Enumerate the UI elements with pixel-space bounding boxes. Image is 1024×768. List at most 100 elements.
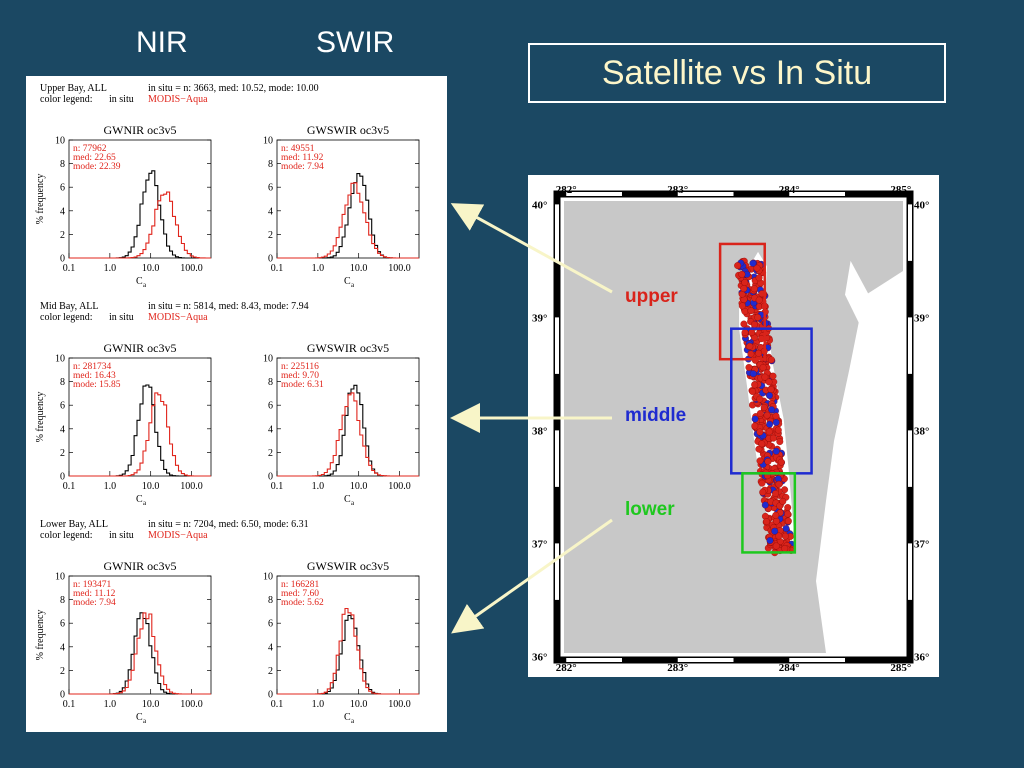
plot-title: GWNIR oc3v5	[104, 341, 177, 355]
sample-point	[763, 518, 770, 526]
y-tick-label: 6	[60, 401, 65, 412]
sample-point	[772, 511, 780, 519]
x-tick-label: 1.0	[312, 699, 325, 710]
x-tick-label: 10.0	[350, 699, 368, 710]
sample-point	[775, 532, 783, 540]
y-axis-label: % frequency	[35, 610, 46, 661]
sample-point	[772, 542, 780, 550]
sample-point	[765, 378, 773, 386]
histogram-panel: Upper Bay, ALL in situ = n: 3663, med: 10…	[26, 76, 447, 732]
y-tick-label: 0	[268, 472, 273, 483]
sample-point	[771, 527, 779, 535]
sample-point	[749, 370, 757, 378]
x-tick-label: 0.1	[271, 699, 284, 710]
sample-point	[764, 458, 772, 466]
legend-label: color legend:	[40, 94, 92, 105]
sample-point	[747, 350, 755, 358]
y-tick-label: 0	[60, 690, 65, 701]
x-tick-label: 100.0	[388, 263, 411, 274]
x-axis-label-sub: a	[351, 499, 355, 507]
sample-point	[758, 440, 766, 448]
x-tick-label: 0.1	[271, 481, 284, 492]
stat-n: n: 77962	[73, 144, 107, 154]
lower-region-box	[741, 472, 797, 554]
legend-modis: MODIS−Aqua	[148, 530, 208, 541]
legend-modis: MODIS−Aqua	[148, 94, 208, 105]
sample-point	[767, 356, 775, 364]
sample-point	[766, 537, 774, 544]
y-tick-label: 2	[60, 666, 65, 677]
insitu-summary: in situ = n: 7204, med: 6.50, mode: 6.31	[148, 519, 309, 530]
modis-histogram	[69, 612, 211, 695]
lon-label-top: 282°	[556, 184, 577, 196]
lower-label: lower	[625, 499, 675, 520]
plot-title: GWNIR oc3v5	[104, 123, 177, 137]
sample-point	[761, 373, 769, 381]
lon-label-top: 283°	[667, 184, 688, 196]
x-tick-label: 10.0	[350, 481, 368, 492]
x-tick-label: 10.0	[142, 481, 160, 492]
plot-frame	[276, 139, 420, 259]
y-tick-label: 8	[60, 159, 65, 170]
modis-histogram	[277, 607, 419, 695]
sample-point	[784, 517, 792, 525]
legend-label: color legend:	[40, 530, 92, 541]
insitu-summary: in situ = n: 3663, med: 10.52, mode: 10.…	[148, 83, 319, 94]
lat-label-right: 36°	[914, 651, 929, 663]
y-tick-label: 8	[60, 595, 65, 606]
lat-label-right: 39°	[914, 312, 929, 324]
sample-point	[756, 395, 764, 403]
y-tick-label: 4	[60, 642, 65, 653]
insitu-summary: in situ = n: 5814, med: 8.43, mode: 7.94	[148, 301, 309, 312]
histogram-figure: Upper Bay, ALL in situ = n: 3663, med: 10…	[35, 83, 420, 725]
stat-n: n: 193471	[73, 580, 112, 590]
sample-point	[759, 488, 767, 496]
stat-n: n: 49551	[281, 144, 315, 154]
y-tick-label: 4	[60, 424, 65, 435]
legend-label: color legend:	[40, 312, 92, 323]
lat-label-left: 39°	[532, 312, 547, 324]
sample-point	[750, 285, 758, 293]
delaware-bay	[845, 260, 885, 340]
region-title: Mid Bay, ALL	[40, 301, 99, 312]
y-tick-label: 2	[268, 666, 273, 677]
sample-point	[740, 285, 748, 293]
legend-insitu: in situ	[109, 312, 134, 323]
x-axis-label-sub: a	[351, 717, 355, 725]
x-axis-label: C	[136, 712, 143, 723]
y-tick-label: 6	[268, 401, 273, 412]
y-tick-label: 0	[268, 254, 273, 265]
stat-med: med: 22.65	[73, 153, 116, 163]
x-tick-label: 100.0	[388, 481, 411, 492]
x-tick-label: 100.0	[180, 699, 203, 710]
stat-med: med: 16.43	[73, 371, 116, 381]
y-tick-label: 2	[60, 448, 65, 459]
sample-point	[777, 458, 785, 466]
sample-point	[761, 501, 769, 509]
y-axis-label: % frequency	[35, 174, 46, 225]
sample-point	[772, 418, 780, 426]
y-tick-label: 0	[60, 472, 65, 483]
x-tick-label: 0.1	[63, 481, 76, 492]
y-tick-label: 4	[268, 424, 273, 435]
x-axis-label: C	[344, 712, 351, 723]
sample-point	[768, 406, 776, 414]
x-tick-label: 1.0	[104, 263, 117, 274]
sample-point	[749, 259, 757, 267]
y-tick-label: 8	[268, 159, 273, 170]
modis-histogram	[277, 392, 419, 477]
lat-label-right: 38°	[914, 425, 929, 437]
sample-point	[751, 415, 759, 423]
stat-mode: mode: 7.94	[73, 598, 116, 608]
y-tick-label: 8	[268, 595, 273, 606]
modis-histogram	[69, 191, 211, 259]
lat-label-left: 38°	[532, 425, 547, 437]
y-tick-label: 2	[60, 230, 65, 241]
y-tick-label: 8	[60, 377, 65, 388]
y-tick-label: 2	[268, 448, 273, 459]
y-tick-label: 2	[268, 230, 273, 241]
x-tick-label: 10.0	[142, 263, 160, 274]
y-tick-label: 6	[60, 183, 65, 194]
lon-label-bottom: 284°	[779, 662, 800, 674]
